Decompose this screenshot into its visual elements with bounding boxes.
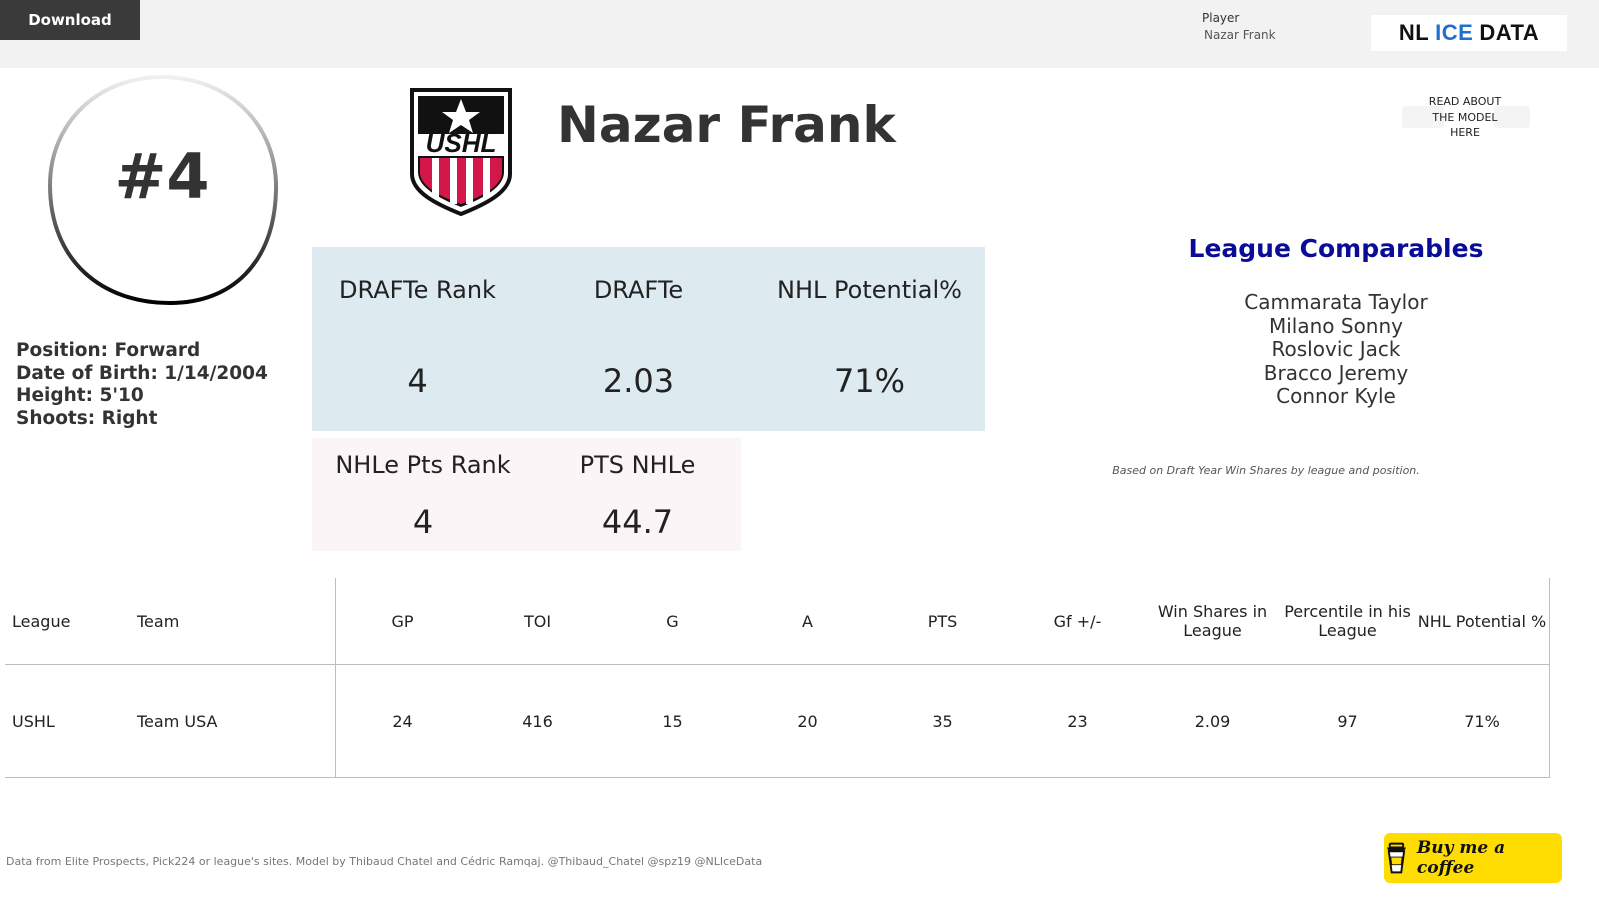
row-nhl-potential: 71% — [1464, 711, 1500, 731]
bio-position: Position: Forward — [16, 340, 201, 361]
header-nhl-potential: NHL Potential % — [1417, 611, 1547, 631]
table-header-divider — [5, 664, 1550, 665]
buy-me-a-coffee-label: Buy me a coffee — [1416, 838, 1506, 878]
read-model-link[interactable]: READ ABOUT THE MODEL HERE — [1390, 70, 1540, 160]
buy-me-a-coffee-button[interactable]: Buy me a coffee — [1384, 833, 1562, 883]
kpi-nhl-potential-value: 71% — [833, 362, 906, 400]
header-percentile-line-1: Percentile in his — [1284, 602, 1411, 621]
kpi-nhl-potential-label: NHL Potential% — [777, 276, 962, 304]
read-model-line-2: THE MODEL — [1432, 110, 1498, 124]
comparables-note: Based on Draft Year Win Shares by league… — [1112, 464, 1420, 477]
stats-table: League Team GP TOI G A PTS Gf +/- Win Sh… — [5, 578, 1550, 778]
ushl-logo-text: USHL — [426, 128, 497, 158]
jersey-number-circle — [47, 74, 279, 306]
header-win-shares-line-2: League — [1183, 621, 1242, 640]
header-gf: Gf +/- — [1053, 611, 1102, 631]
comparable-item: Connor Kyle — [1276, 384, 1396, 409]
download-button[interactable]: Download — [0, 0, 140, 40]
comparable-item: Cammarata Taylor — [1244, 290, 1428, 314]
header-gp: GP — [391, 611, 414, 631]
kpi-nhle-pts-rank-label: NHLe Pts Rank — [335, 451, 511, 479]
header-win-shares-line-1: Win Shares in — [1157, 602, 1268, 621]
row-pts: 35 — [932, 711, 953, 731]
brand-logo: NL ICE DATA — [1371, 15, 1567, 51]
bio-dob: Date of Birth: 1/14/2004 — [16, 362, 268, 384]
player-filter[interactable]: Player Nazar Frank — [1202, 11, 1276, 42]
header-toi: TOI — [523, 611, 552, 631]
kpi-drafte-value: 2.03 — [602, 362, 675, 400]
row-percentile: 97 — [1337, 711, 1358, 731]
header-league: League — [12, 611, 71, 631]
kpi-drafte-label: DRAFTe — [593, 276, 684, 304]
header-a: A — [802, 611, 813, 631]
table-column-divider — [335, 578, 336, 778]
player-filter-value[interactable]: Nazar Frank — [1204, 28, 1276, 42]
kpi-drafte-rank-label: DRAFTe Rank — [339, 276, 496, 304]
row-team: Team USA — [137, 711, 218, 731]
player-name: Nazar Frank — [557, 96, 896, 154]
table-right-border — [1549, 578, 1550, 778]
bio-height: Height: 5'10 — [16, 385, 144, 407]
row-toi: 416 — [522, 711, 553, 731]
comparable-item: Milano Sonny — [1268, 313, 1403, 338]
player-bio: Position: Forward Date of Birth: 1/14/20… — [16, 340, 268, 431]
table-bottom-border — [5, 777, 1550, 778]
read-model-line-3: HERE — [1450, 126, 1480, 139]
ushl-logo: USHL — [410, 88, 512, 217]
kpi-drafte-rank-value: 4 — [407, 362, 428, 400]
kpi-pts-nhle-label: PTS NHLe — [579, 451, 696, 479]
kpi-nhle-pts-rank-value: 4 — [412, 503, 434, 541]
jersey-number: #4 — [114, 140, 210, 213]
coffee-cup-icon — [1386, 842, 1407, 874]
row-gf: 23 — [1067, 711, 1088, 731]
bio-shoots: Shoots: Right — [16, 408, 158, 430]
read-model-text[interactable]: READ ABOUT THE MODEL HERE — [1390, 94, 1540, 141]
header-pts: PTS — [927, 611, 958, 631]
kpi-panel-points — [312, 438, 741, 551]
comparables-list: Cammarata Taylor Milano Sonny Roslovic J… — [1136, 290, 1536, 409]
read-model-line-1: READ ABOUT — [1428, 95, 1502, 108]
comparable-item: Bracco Jeremy — [1263, 360, 1409, 385]
header-percentile-line-2: League — [1318, 621, 1377, 640]
row-league: USHL — [12, 711, 55, 731]
brand-part-1: NL — [1398, 20, 1430, 45]
header-g: G — [666, 611, 679, 631]
comparables-title: League Comparables — [1188, 234, 1484, 263]
header-win-shares: Win Shares in League — [1145, 578, 1280, 664]
row-win-shares: 2.09 — [1194, 711, 1231, 731]
top-bar: Download Player Nazar Frank NL ICE DATA — [0, 0, 1599, 68]
kpi-panel-draft — [312, 247, 985, 431]
header-percentile: Percentile in his League — [1280, 578, 1415, 664]
brand-part-2: ICE — [1435, 20, 1474, 45]
comparable-item: Roslovic Jack — [1271, 337, 1401, 362]
row-a: 20 — [797, 711, 818, 731]
row-g: 15 — [662, 711, 683, 731]
row-gp: 24 — [392, 711, 413, 731]
brand-part-3: DATA — [1479, 20, 1540, 45]
footer-credits: Data from Elite Prospects, Pick224 or le… — [6, 855, 763, 868]
header-team: Team — [137, 611, 180, 631]
player-filter-label: Player — [1202, 11, 1240, 25]
kpi-pts-nhle-value: 44.7 — [601, 503, 674, 541]
